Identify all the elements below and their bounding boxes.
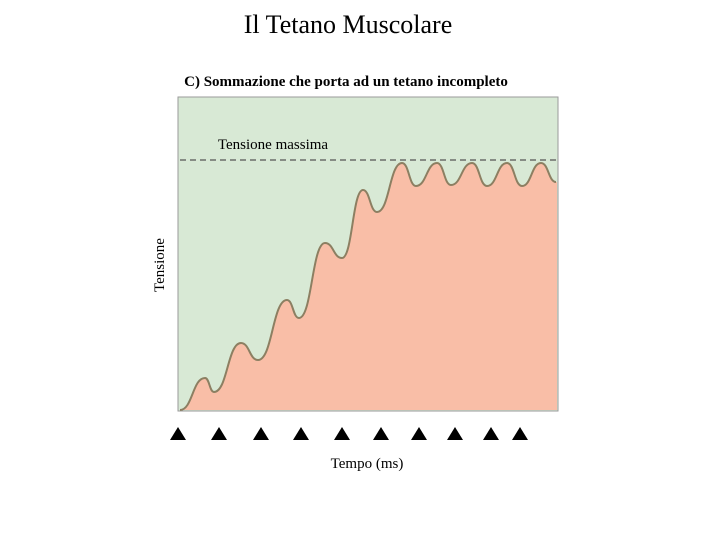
stimulus-marker (334, 427, 350, 440)
tension-curve (179, 161, 557, 411)
stimulus-marker (483, 427, 499, 440)
stimulus-marker (373, 427, 389, 440)
stimulus-marker (211, 427, 227, 440)
diagram-subtitle: C) Sommazione che porta ad un tetano inc… (184, 74, 508, 90)
stimulus-marker (293, 427, 309, 440)
y-axis-label: Tensione (152, 238, 168, 292)
tension-area (180, 163, 557, 410)
stimulus-marker (447, 427, 463, 440)
stimulus-marker (170, 427, 186, 440)
stimuli (170, 427, 528, 440)
stimulus-marker (411, 427, 427, 440)
x-axis-label: Tempo (ms) (331, 456, 404, 472)
stimulus-marker (253, 427, 269, 440)
max-tension-label: Tensione massima (218, 137, 329, 153)
stimulus-marker (512, 427, 528, 440)
slide-title: Il Tetano Muscolare (244, 10, 453, 39)
